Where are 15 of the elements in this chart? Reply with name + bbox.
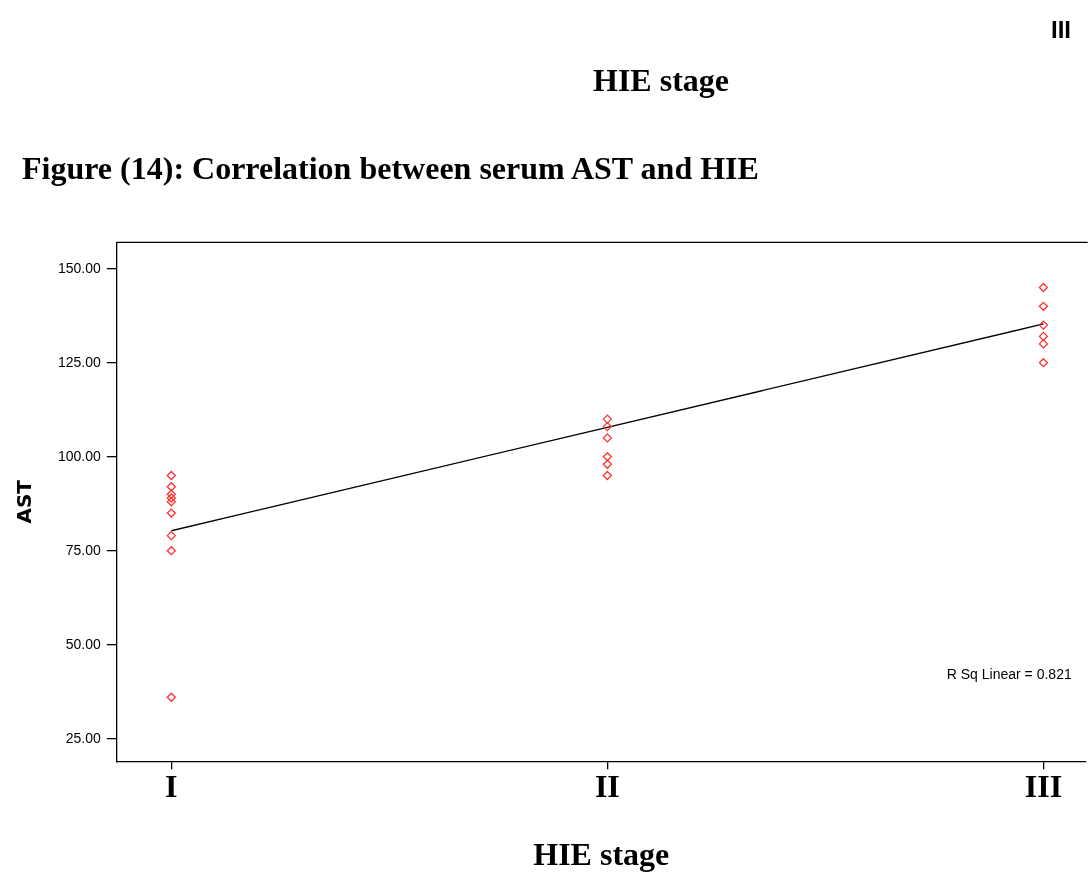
y-tick-label: 25.00 bbox=[65, 729, 102, 746]
y-tick-label: 50.00 bbox=[65, 635, 102, 652]
annotation: R Sq Linear = 0.821 bbox=[946, 666, 1072, 683]
x-tick-label: III bbox=[1024, 767, 1063, 804]
chart-title: Figure (14): Correlation between serum AST and HIE bbox=[22, 150, 759, 187]
text: III bbox=[1050, 16, 1071, 44]
y-tick-label: 100.00 bbox=[57, 447, 102, 464]
y-tick-label: 75.00 bbox=[65, 541, 102, 558]
x-axis-title: HIE stage bbox=[533, 836, 670, 873]
x-tick-label: II bbox=[594, 767, 620, 804]
y-tick-label: 150.00 bbox=[57, 259, 102, 276]
x-tick-label: I bbox=[165, 767, 178, 804]
text: HIE stage bbox=[593, 62, 729, 99]
y-axis-title: AST bbox=[12, 479, 37, 524]
y-tick-label: 125.00 bbox=[57, 353, 102, 370]
